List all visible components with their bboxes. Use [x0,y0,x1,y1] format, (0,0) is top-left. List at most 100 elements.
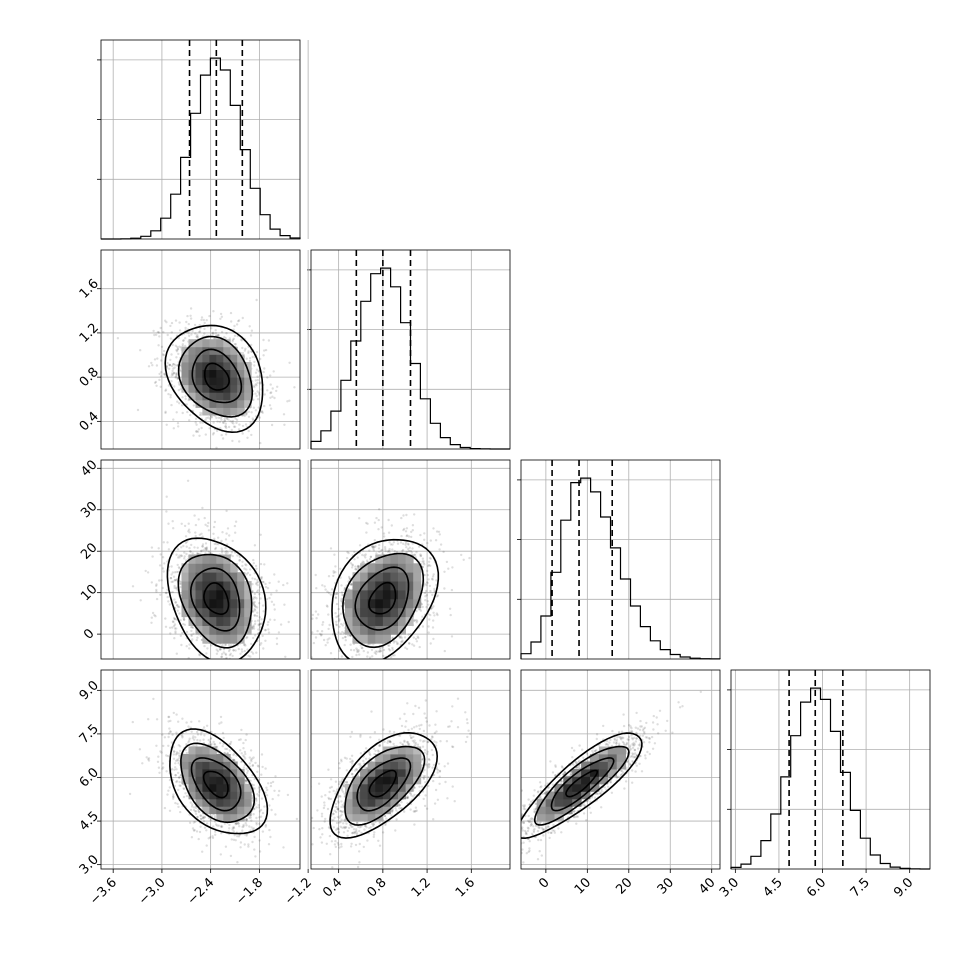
sample-point [376,679,378,681]
sample-point [408,546,411,549]
density-cell [223,563,231,573]
sample-point [332,574,335,578]
sample-point [241,650,244,653]
density-cell [230,590,238,600]
sample-point [177,570,180,574]
sample-point [211,332,214,335]
density-cell [352,590,361,600]
sample-point [260,410,263,413]
contour-line [164,324,264,434]
sample-point [324,588,327,591]
sample-point [253,360,256,364]
sample-point [224,663,226,665]
sample-point [334,571,337,574]
sample-point [349,583,352,586]
sample-point [256,381,259,385]
density-cell [244,607,252,618]
sample-point [346,661,348,663]
sample-point [392,671,394,673]
density-cell [244,581,252,591]
sample-point [349,562,353,565]
sample-point [225,332,228,335]
sample-point [228,534,231,537]
sample-point [185,403,188,406]
sample-point [353,558,356,561]
sample-point [173,617,176,621]
sample-point [159,593,162,596]
sample-point [401,548,405,552]
sample-point [164,591,168,595]
sample-point [174,344,177,347]
sample-point [212,310,215,313]
sample-point [207,521,210,525]
sample-point [177,425,180,428]
sample-point [187,530,190,533]
density-cell [209,572,217,582]
sample-point [411,542,414,545]
density-cell [405,572,414,582]
sample-point [393,549,396,553]
sample-point [169,358,172,362]
sample-point [351,564,354,567]
density-cell [230,407,238,416]
sample-point [357,564,360,568]
sample-point [268,596,271,600]
sample-point [256,611,259,614]
sample-point [407,633,410,636]
sample-point [429,589,432,593]
sample-point [438,533,441,536]
sample-point [182,618,186,621]
sample-point [172,527,175,530]
sample-point [330,588,334,591]
sample-point [415,609,418,613]
density-cell [223,634,231,644]
sample-point [435,595,439,598]
sample-point [195,430,198,433]
sample-point [421,560,424,563]
sample-point [433,614,436,617]
density-cell [375,607,384,618]
sample-point [382,648,386,652]
sample-point [387,531,391,534]
sample-point [253,609,257,612]
sample-point [155,590,158,593]
sample-point [260,622,263,625]
sample-point [422,562,425,565]
sample-point [229,311,233,315]
density-cell [352,581,361,591]
sample-point [172,575,176,578]
sample-point [364,553,367,556]
sample-point [164,411,167,415]
density-cell [223,339,231,348]
sample-point [257,391,261,394]
sample-point [418,608,422,611]
density-cell [202,339,210,348]
density-cell [398,590,406,600]
sample-point [171,571,174,574]
sample-point [336,592,339,595]
sample-point [205,547,208,550]
sample-point [268,618,272,621]
sample-point [170,372,174,375]
sample-point [175,578,178,582]
sample-point [164,389,167,392]
sample-point [214,332,218,335]
sample-point [219,648,223,651]
sample-point [214,547,217,551]
sample-point [414,637,418,641]
panel-frame [100,249,301,450]
sample-point [190,629,193,633]
sample-point [245,413,248,416]
sample-point [269,383,272,386]
sample-point [177,566,181,569]
sample-point [178,580,182,583]
sample-point [259,597,262,600]
sample-point [365,521,368,525]
sample-point [254,676,256,678]
sample-point [247,350,250,353]
sample-point [198,533,201,536]
density-cell [188,607,196,618]
sample-point [197,518,200,521]
sample-point [377,518,380,522]
sample-point [190,543,193,547]
